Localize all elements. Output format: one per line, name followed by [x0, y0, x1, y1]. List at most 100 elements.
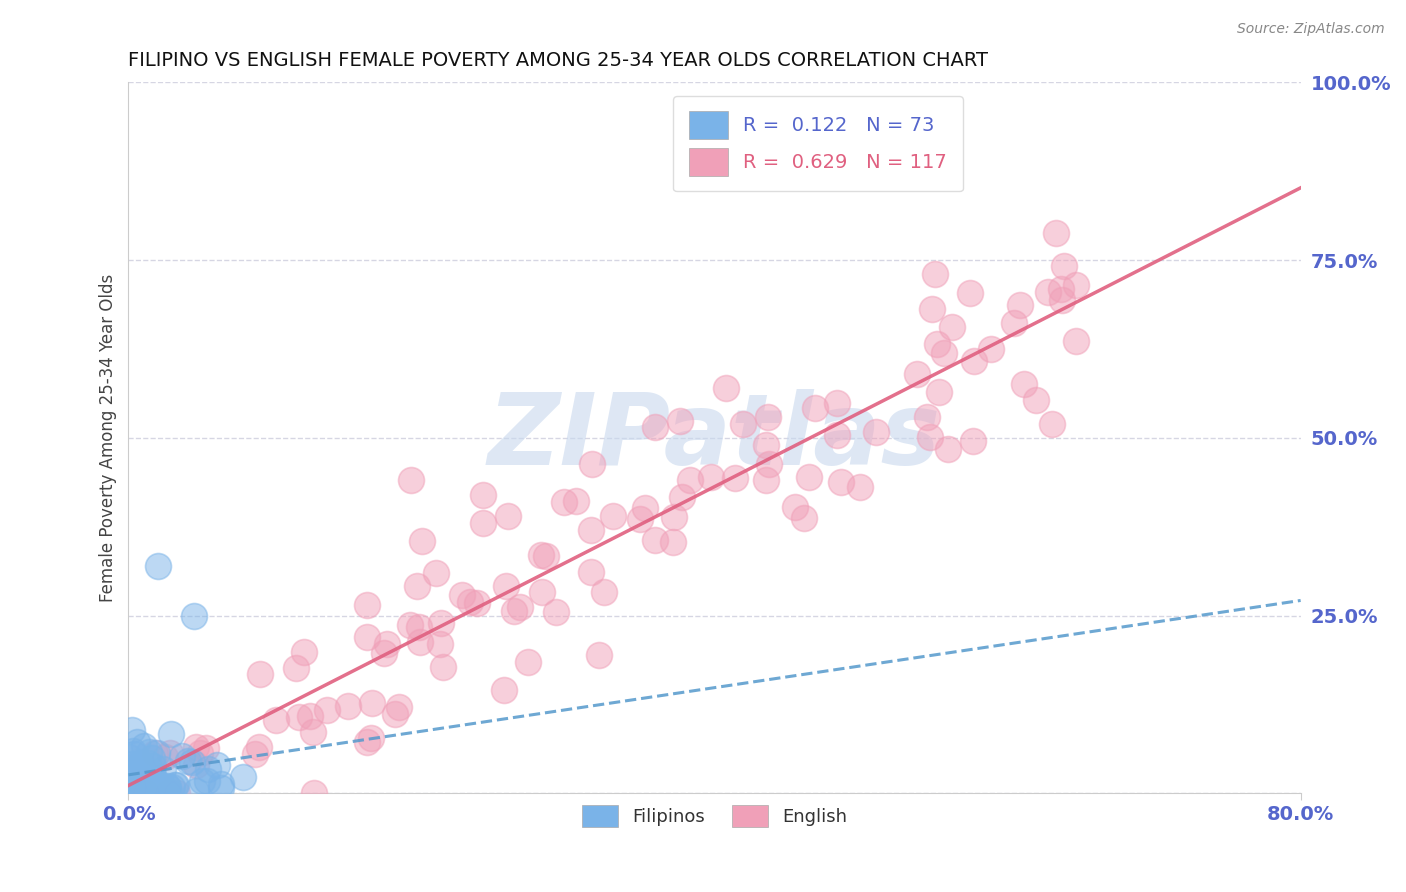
- Point: [292, 645, 315, 659]
- Point: [588, 648, 610, 662]
- Point: [565, 493, 588, 508]
- Point: [188, 747, 211, 761]
- Point: [136, 783, 159, 797]
- Point: [152, 762, 174, 776]
- Point: [530, 549, 553, 563]
- Point: [941, 320, 963, 334]
- Point: [195, 740, 218, 755]
- Point: [495, 579, 517, 593]
- Point: [146, 746, 169, 760]
- Point: [122, 744, 145, 758]
- Point: [127, 774, 149, 789]
- Point: [830, 475, 852, 490]
- Point: [121, 756, 143, 771]
- Point: [125, 782, 148, 797]
- Point: [149, 778, 172, 792]
- Point: [783, 500, 806, 514]
- Point: [129, 772, 152, 787]
- Point: [502, 603, 524, 617]
- Point: [122, 768, 145, 782]
- Point: [122, 747, 145, 762]
- Point: [141, 767, 163, 781]
- Point: [634, 500, 657, 515]
- Point: [120, 781, 142, 796]
- Point: [356, 735, 378, 749]
- Point: [264, 714, 287, 728]
- Point: [121, 760, 143, 774]
- Point: [925, 337, 948, 351]
- Point: [1052, 260, 1074, 274]
- Point: [754, 438, 776, 452]
- Point: [142, 771, 165, 785]
- Point: [135, 786, 157, 800]
- Point: [936, 442, 959, 456]
- Point: [472, 488, 495, 502]
- Point: [980, 342, 1002, 356]
- Point: [408, 635, 430, 649]
- Point: [375, 637, 398, 651]
- Point: [183, 608, 205, 623]
- Point: [118, 749, 141, 764]
- Point: [122, 780, 145, 794]
- Point: [494, 683, 516, 698]
- Point: [825, 428, 848, 442]
- Point: [553, 495, 575, 509]
- Point: [472, 516, 495, 531]
- Point: [122, 785, 145, 799]
- Point: [122, 776, 145, 790]
- Point: [793, 511, 815, 525]
- Point: [920, 430, 942, 444]
- Point: [336, 699, 359, 714]
- Point: [127, 761, 149, 775]
- Point: [302, 724, 325, 739]
- Text: FILIPINO VS ENGLISH FEMALE POVERTY AMONG 25-34 YEAR OLDS CORRELATION CHART: FILIPINO VS ENGLISH FEMALE POVERTY AMONG…: [128, 51, 988, 70]
- Point: [579, 565, 602, 579]
- Point: [163, 778, 186, 792]
- Point: [118, 780, 141, 794]
- Point: [209, 781, 232, 796]
- Point: [122, 778, 145, 792]
- Point: [141, 759, 163, 773]
- Point: [731, 417, 754, 432]
- Point: [191, 774, 214, 789]
- Point: [1036, 285, 1059, 299]
- Point: [602, 508, 624, 523]
- Point: [184, 784, 207, 798]
- Point: [517, 655, 540, 669]
- Point: [668, 414, 690, 428]
- Point: [148, 782, 170, 797]
- Point: [209, 777, 232, 791]
- Y-axis label: Female Poverty Among 25-34 Year Olds: Female Poverty Among 25-34 Year Olds: [100, 274, 117, 602]
- Point: [165, 778, 187, 792]
- Point: [127, 772, 149, 787]
- Point: [118, 785, 141, 799]
- Point: [432, 660, 454, 674]
- Point: [128, 783, 150, 797]
- Point: [129, 772, 152, 787]
- Point: [534, 549, 557, 564]
- Text: ZIPatlas: ZIPatlas: [488, 389, 941, 486]
- Point: [243, 747, 266, 761]
- Point: [156, 786, 179, 800]
- Point: [288, 710, 311, 724]
- Point: [135, 768, 157, 782]
- Point: [579, 523, 602, 537]
- Point: [679, 473, 702, 487]
- Point: [180, 756, 202, 770]
- Point: [125, 735, 148, 749]
- Point: [136, 756, 159, 771]
- Point: [156, 779, 179, 793]
- Point: [124, 784, 146, 798]
- Point: [142, 768, 165, 782]
- Point: [247, 740, 270, 755]
- Point: [928, 384, 950, 399]
- Point: [1049, 282, 1071, 296]
- Point: [232, 771, 254, 785]
- Point: [195, 774, 218, 789]
- Point: [498, 508, 520, 523]
- Point: [170, 749, 193, 764]
- Point: [917, 409, 939, 424]
- Point: [184, 740, 207, 755]
- Point: [716, 381, 738, 395]
- Point: [1050, 293, 1073, 307]
